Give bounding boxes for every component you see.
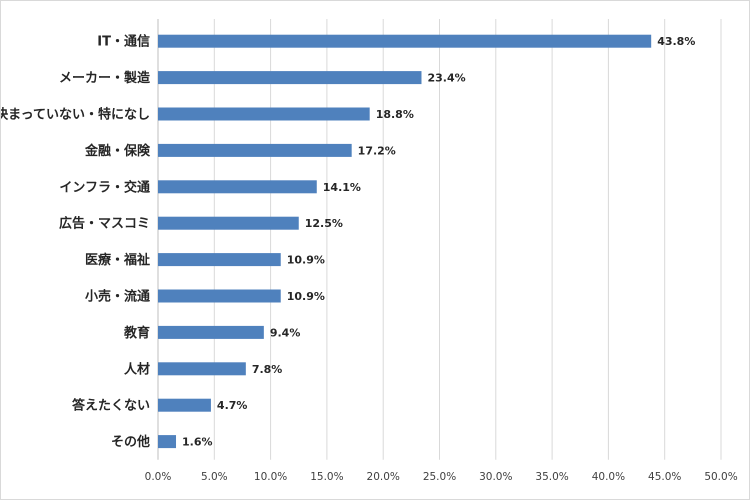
category-label: IT・通信 xyxy=(97,34,150,50)
category-label: その他 xyxy=(111,434,150,450)
x-axis-ticks: 0.0% 5.0% 10.0% 15.0% 20.0% 25.0% 30.0% 35.0% 40… xyxy=(145,471,738,483)
bar xyxy=(158,435,177,449)
category-label: 教育 xyxy=(123,325,150,341)
data-label: 10.9% xyxy=(287,290,325,303)
data-label: 1.6% xyxy=(182,436,213,449)
bar xyxy=(158,325,264,339)
x-tick-label: 10.0% xyxy=(254,471,287,483)
data-label: 23.4% xyxy=(427,72,465,85)
bar xyxy=(158,107,370,121)
data-label: 14.1% xyxy=(323,181,361,194)
bars xyxy=(158,34,652,449)
bar xyxy=(158,253,281,267)
category-label: メーカー・製造 xyxy=(59,70,151,86)
category-labels: IT・通信メーカー・製造決まっていない・特になし金融・保険インフラ・交通広告・マ… xyxy=(0,34,151,450)
data-label: 18.8% xyxy=(376,108,414,121)
category-label: 人材 xyxy=(124,361,150,377)
bar xyxy=(158,289,281,303)
x-tick-label: 45.0% xyxy=(648,471,681,483)
x-tick-label: 40.0% xyxy=(592,471,625,483)
x-tick-label: 5.0% xyxy=(201,471,228,483)
category-label: インフラ・交通 xyxy=(59,179,150,195)
category-label: 医療・福祉 xyxy=(85,252,150,268)
category-label: 決まっていない・特になし xyxy=(1,107,150,123)
x-tick-label: 30.0% xyxy=(479,471,512,483)
data-label: 7.8% xyxy=(252,363,283,376)
data-label: 10.9% xyxy=(287,254,325,267)
x-tick-label: 35.0% xyxy=(535,471,568,483)
data-label: 4.7% xyxy=(217,399,248,412)
x-tick-label: 50.0% xyxy=(704,471,737,483)
x-tick-label: 25.0% xyxy=(423,471,456,483)
bar xyxy=(158,398,211,412)
data-label: 17.2% xyxy=(358,144,396,157)
bar xyxy=(158,34,652,48)
x-tick-label: 20.0% xyxy=(367,471,400,483)
bar xyxy=(158,71,422,85)
x-tick-label: 15.0% xyxy=(310,471,343,483)
bar xyxy=(158,216,299,230)
data-label: 12.5% xyxy=(305,217,343,230)
bar xyxy=(158,362,246,376)
category-label: 金融・保険 xyxy=(84,143,151,159)
category-label: 小売・流通 xyxy=(85,289,150,305)
data-labels: 43.8% 23.4% 18.8% 17.2% 14.1% 12.5% 10.9% 10.9%… xyxy=(182,35,695,448)
bar xyxy=(158,180,317,194)
gridlines xyxy=(157,19,722,460)
bar xyxy=(158,143,352,157)
category-label: 広告・マスコミ xyxy=(59,216,150,232)
data-label: 43.8% xyxy=(657,35,695,48)
category-label: 答えたくない xyxy=(72,398,150,414)
x-tick-label: 0.0% xyxy=(145,471,172,483)
data-label: 9.4% xyxy=(270,326,301,339)
